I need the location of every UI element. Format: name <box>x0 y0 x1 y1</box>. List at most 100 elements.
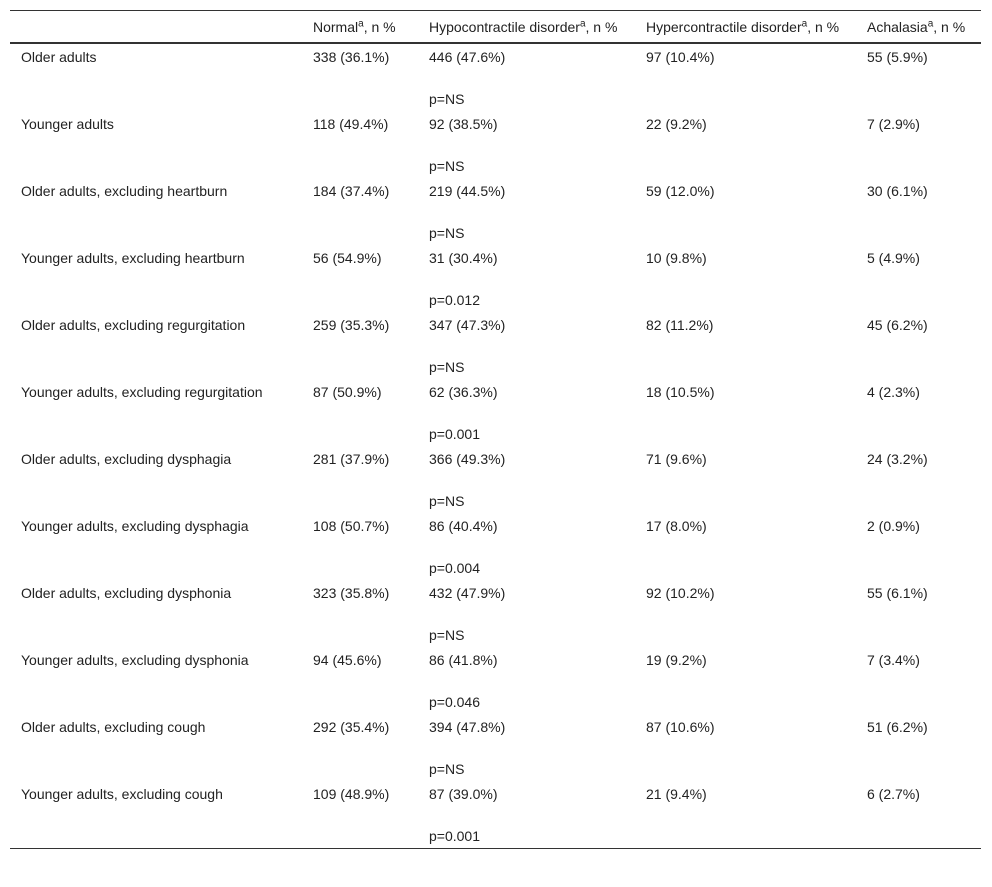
cell-text: 59 (12.0%) <box>646 183 715 199</box>
cell-text: Younger adults <box>21 116 114 132</box>
cell: 109 (48.9%) <box>302 781 418 849</box>
cell: 292 (35.4%) <box>302 714 418 781</box>
cell: 55 (5.9%) <box>856 43 981 111</box>
table-row: Older adults, excluding heartburn 184 (37… <box>10 178 981 245</box>
table-row: Older adults 338 (36.1%) 446 (47.6%) p=NS 97… <box>10 43 981 111</box>
table-row: Older adults, excluding dysphonia 323 (35… <box>10 580 981 647</box>
cell: 338 (36.1%) <box>302 43 418 111</box>
cell: 5 (4.9%) <box>856 245 981 312</box>
cell-text: 97 (10.4%) <box>646 49 715 65</box>
cell: 71 (9.6%) <box>635 446 856 513</box>
cell-text: 87 (50.9%) <box>313 384 382 400</box>
cell-text: 51 (6.2%) <box>867 719 928 735</box>
cell-text: 109 (48.9%) <box>313 786 390 802</box>
table-row: Older adults, excluding regurgitation 259… <box>10 312 981 379</box>
header-label: Normal <box>313 19 359 35</box>
footnote-mark: a <box>358 18 364 30</box>
cell-text: 86 (41.8%) <box>429 652 498 668</box>
footnote-mark: a <box>927 18 934 30</box>
p-value: p=0.046 <box>429 694 480 710</box>
cell-text: 446 (47.6%) <box>429 49 506 65</box>
footnote-mark: a <box>579 18 586 30</box>
cell: 10 (9.8%) <box>635 245 856 312</box>
cell-text: 87 (10.6%) <box>646 719 715 735</box>
cell-text: 219 (44.5%) <box>429 183 506 199</box>
cell-text: Older adults, excluding regurgitation <box>21 317 246 333</box>
cell-text: 7 (2.9%) <box>867 116 920 132</box>
table-row: Older adults, excluding cough 292 (35.4%)… <box>10 714 981 781</box>
table-row: Younger adults, excluding cough 109 (48.9… <box>10 781 981 849</box>
p-value: p=0.004 <box>429 560 480 576</box>
cell: 259 (35.3%) <box>302 312 418 379</box>
cell: 281 (37.9%) <box>302 446 418 513</box>
cell: 108 (50.7%) <box>302 513 418 580</box>
cell: 82 (11.2%) <box>635 312 856 379</box>
cell-text: Older adults, excluding dysphagia <box>21 451 232 467</box>
cell-text: 432 (47.9%) <box>429 585 506 601</box>
row-label: Older adults, excluding cough <box>10 714 302 781</box>
cell-text: 5 (4.9%) <box>867 250 920 266</box>
cell: 97 (10.4%) <box>635 43 856 111</box>
cell-text: 18 (10.5%) <box>646 384 715 400</box>
row-label: Younger adults, excluding dysphonia <box>10 647 302 714</box>
header-suffix: , n % <box>933 19 966 35</box>
cell: 86 (41.8%) p=0.046 <box>418 647 635 714</box>
cell: 118 (49.4%) <box>302 111 418 178</box>
cell-text: 338 (36.1%) <box>313 49 390 65</box>
cell-text: 71 (9.6%) <box>646 451 707 467</box>
table-row: Younger adults 118 (49.4%) 92 (38.5%) p=NS 2… <box>10 111 981 178</box>
cell: 24 (3.2%) <box>856 446 981 513</box>
cell-text: 19 (9.2%) <box>646 652 707 668</box>
table-row: Younger adults, excluding regurgitation 8… <box>10 379 981 446</box>
cell-text: 30 (6.1%) <box>867 183 928 199</box>
cell-text: 281 (37.9%) <box>313 451 390 467</box>
cell-text: 6 (2.7%) <box>867 786 920 802</box>
p-value: p=NS <box>429 627 465 643</box>
cell-text: 7 (3.4%) <box>867 652 920 668</box>
header-cell <box>10 10 302 44</box>
cell: 347 (47.3%) p=NS <box>418 312 635 379</box>
header-suffix: , n % <box>585 19 618 35</box>
header-suffix: , n % <box>807 19 840 35</box>
cell: 30 (6.1%) <box>856 178 981 245</box>
cell: 7 (3.4%) <box>856 647 981 714</box>
cell: 7 (2.9%) <box>856 111 981 178</box>
cell-text: 45 (6.2%) <box>867 317 928 333</box>
header-suffix: , n % <box>363 19 396 35</box>
header-cell: Normala, n % <box>302 10 418 44</box>
cell: 92 (10.2%) <box>635 580 856 647</box>
cell-text: 92 (38.5%) <box>429 116 498 132</box>
p-value: p=0.001 <box>429 426 480 442</box>
cell-text: 118 (49.4%) <box>313 116 389 132</box>
header-cell: Hypercontractile disordera, n % <box>635 10 856 44</box>
p-value: p=NS <box>429 91 465 107</box>
cell: 2 (0.9%) <box>856 513 981 580</box>
table-row: Younger adults, excluding dysphonia 94 (4… <box>10 647 981 714</box>
cell-text: 24 (3.2%) <box>867 451 928 467</box>
cell: 56 (54.9%) <box>302 245 418 312</box>
cell: 18 (10.5%) <box>635 379 856 446</box>
cell: 87 (10.6%) <box>635 714 856 781</box>
row-label: Younger adults, excluding dysphagia <box>10 513 302 580</box>
cell-text: 394 (47.8%) <box>429 719 506 735</box>
cell: 4 (2.3%) <box>856 379 981 446</box>
cell: 22 (9.2%) <box>635 111 856 178</box>
row-label: Older adults, excluding dysphonia <box>10 580 302 647</box>
row-label: Older adults <box>10 43 302 111</box>
p-value: p=0.001 <box>429 828 480 844</box>
cell-text: 259 (35.3%) <box>313 317 390 333</box>
cell: 432 (47.9%) p=NS <box>418 580 635 647</box>
cell-text: 87 (39.0%) <box>429 786 498 802</box>
cell: 17 (8.0%) <box>635 513 856 580</box>
cell: 394 (47.8%) p=NS <box>418 714 635 781</box>
cell-text: 21 (9.4%) <box>646 786 707 802</box>
footnote-mark: a <box>801 18 808 30</box>
cell-text: 347 (47.3%) <box>429 317 506 333</box>
cell: 45 (6.2%) <box>856 312 981 379</box>
header-cell: Achalasiaa, n % <box>856 10 981 44</box>
row-label: Older adults, excluding regurgitation <box>10 312 302 379</box>
cell-text: Older adults, excluding heartburn <box>21 183 228 199</box>
table-row: Younger adults, excluding dysphagia 108 (… <box>10 513 981 580</box>
cell: 446 (47.6%) p=NS <box>418 43 635 111</box>
cell-text: 82 (11.2%) <box>646 317 714 333</box>
